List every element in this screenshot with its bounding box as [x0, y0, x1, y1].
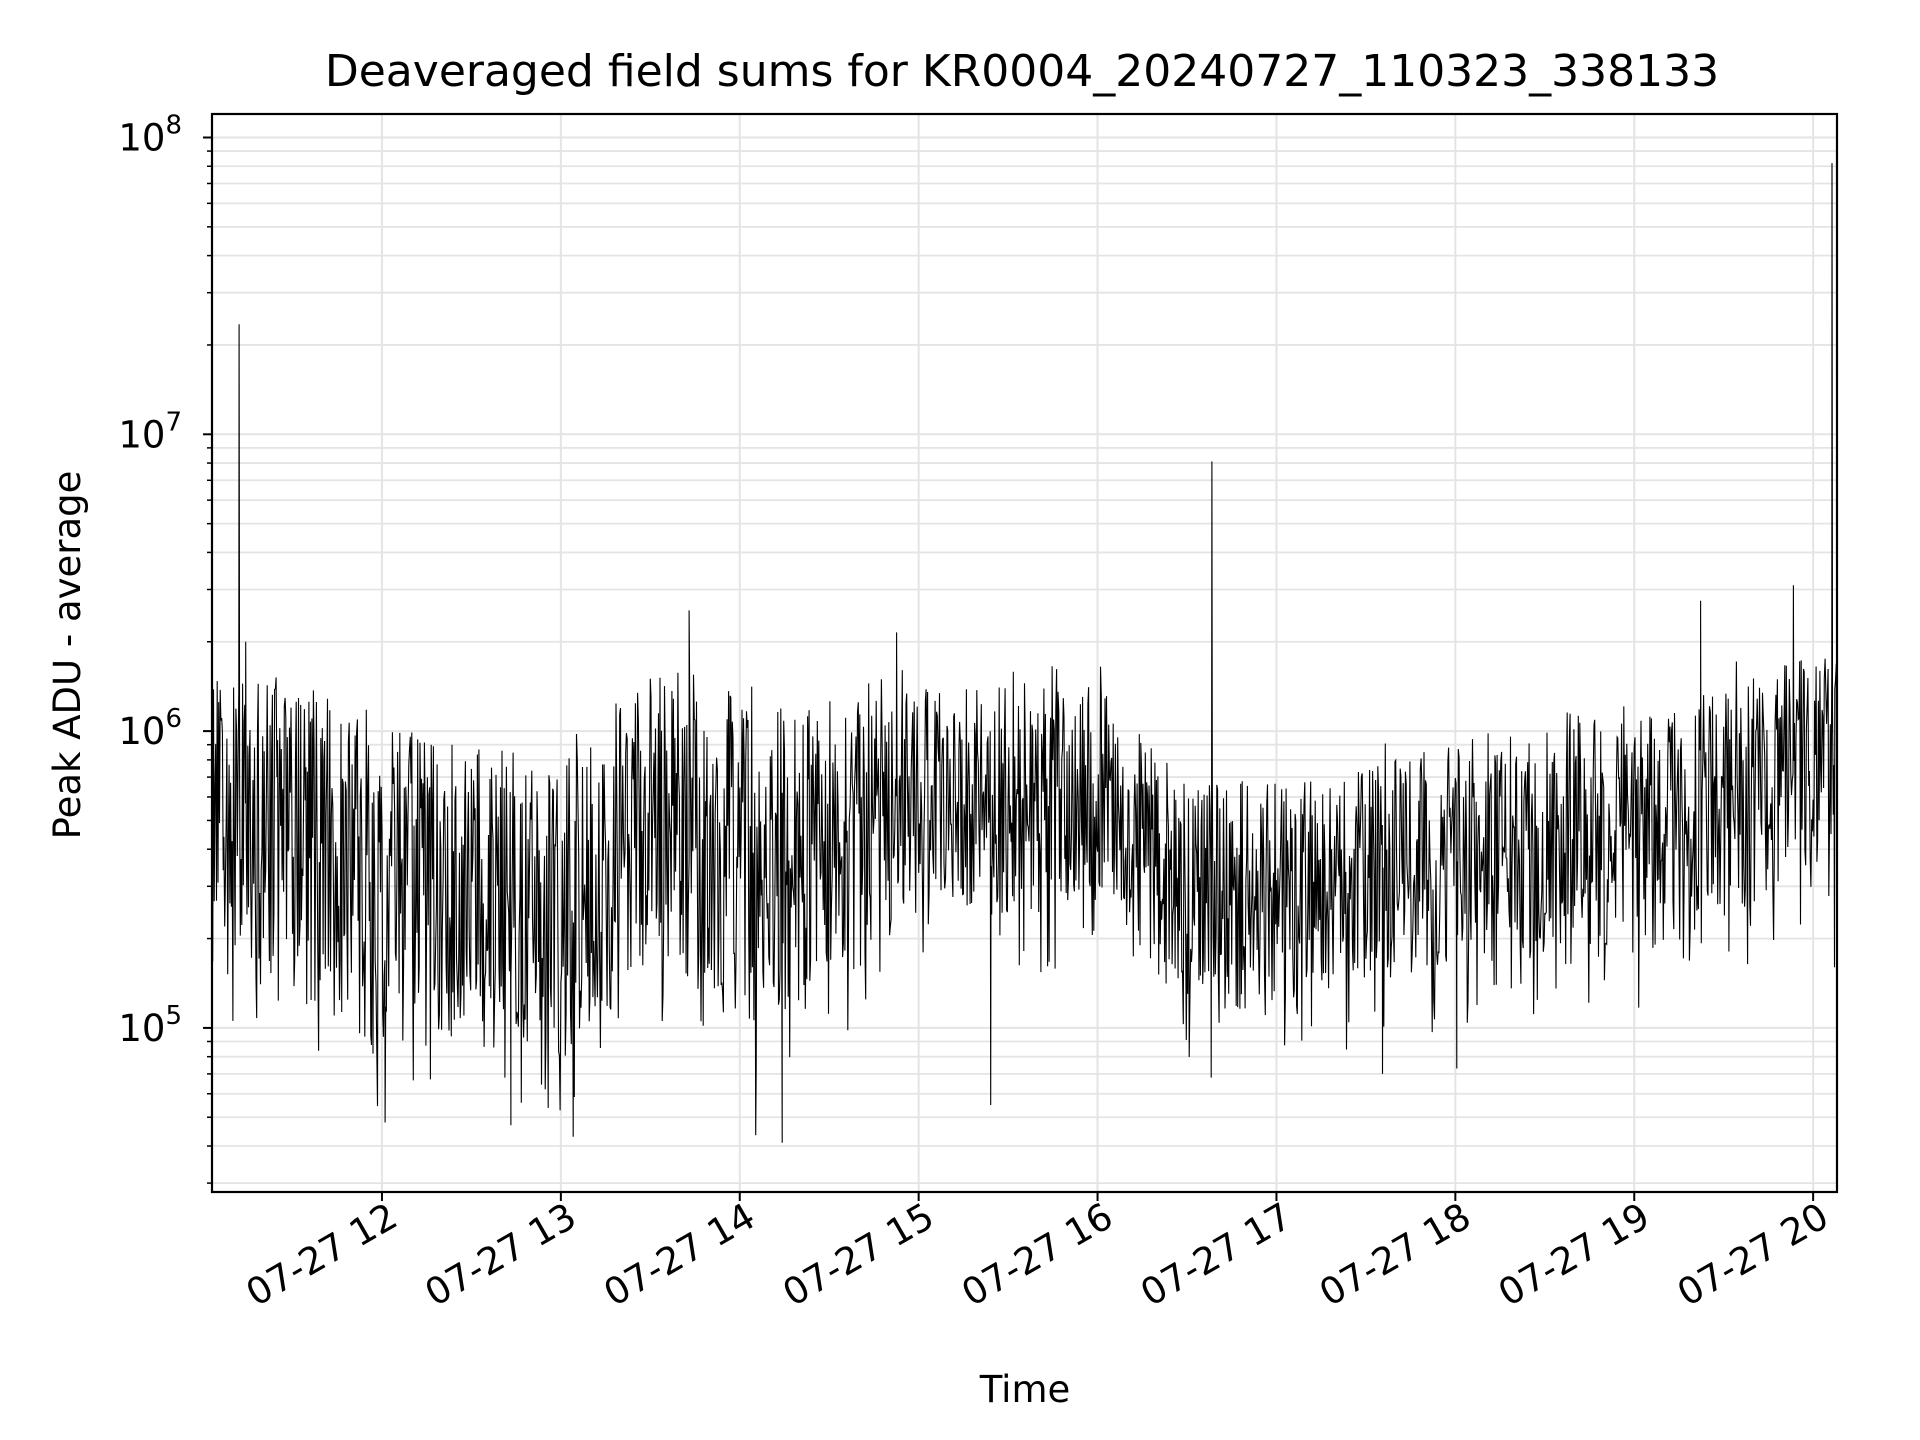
- series-layer: [212, 163, 1837, 1143]
- y-tick-label: 108: [118, 111, 182, 160]
- plot-area-frame: [210, 112, 1839, 1194]
- y-tick-label: 106: [118, 704, 182, 753]
- y-axis-label: Peak ADU - average: [46, 471, 89, 840]
- series-line: [212, 163, 1837, 1143]
- chart-title: Deaveraged field sums for KR0004_2024072…: [325, 46, 1719, 97]
- y-tick-label: 105: [118, 1001, 182, 1050]
- y-tick-label: 107: [118, 407, 182, 456]
- x-axis-label: Time: [979, 1368, 1071, 1411]
